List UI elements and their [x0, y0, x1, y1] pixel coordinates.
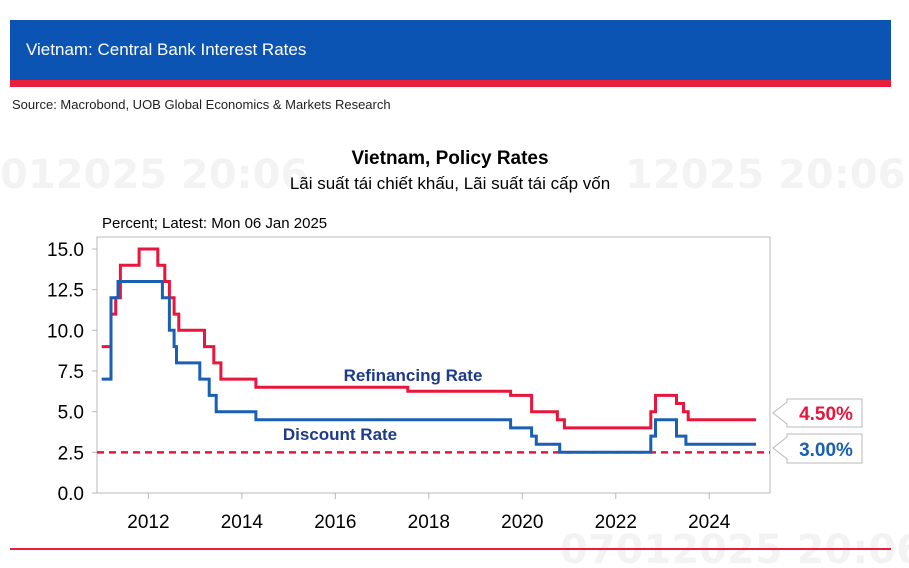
y-tick-label: 0.0	[58, 484, 84, 505]
plot-area-frame	[96, 236, 771, 494]
latest-tag-refinancing	[772, 398, 863, 428]
watermark: 012025 20:06 12025 20:06 07012025 20:06	[0, 152, 909, 568]
watermark-right: 12025 20:06	[625, 152, 905, 198]
x-tick-label: 2018	[408, 512, 450, 533]
watermark-bottom: 07012025 20:06	[560, 527, 909, 568]
x-tick-label: 2022	[595, 512, 637, 533]
x-tick-label: 2020	[501, 512, 543, 533]
chart-subtitle: Lãi suất tái chiết khấu, Lãi suất tái cấ…	[290, 174, 610, 193]
latest-value-refinancing: 4.50%	[772, 398, 863, 428]
page-title: Vietnam: Central Bank Interest Rates	[26, 40, 307, 59]
y-tick-label: 12.5	[47, 281, 84, 302]
y-tick-label: 2.5	[58, 443, 84, 464]
unit-note: Percent; Latest: Mon 06 Jan 2025	[102, 215, 327, 232]
refinancing-rate-label: Refinancing Rate	[344, 366, 483, 385]
header-accent-stripe	[10, 80, 891, 87]
chart-title: Vietnam, Policy Rates	[351, 148, 548, 169]
header-bar: Vietnam: Central Bank Interest Rates	[10, 20, 891, 80]
y-axis: 0.0 2.5 5.0 7.5 10.0 12.5 15.0	[47, 240, 97, 505]
y-tick-label: 5.0	[58, 403, 84, 424]
latest-value-discount: 3.00%	[772, 433, 863, 464]
latest-tag-discount	[772, 433, 863, 464]
refinancing-rate-line	[101, 247, 756, 430]
x-tick-label: 2016	[314, 512, 356, 533]
x-tick-label: 2014	[221, 512, 264, 533]
discount-rate-line	[101, 280, 756, 454]
discount-rate-label: Discount Rate	[283, 425, 397, 444]
watermark-left: 012025 20:06	[0, 152, 308, 198]
y-tick-label: 7.5	[58, 362, 84, 383]
latest-value-refinancing-text: 4.50%	[799, 404, 853, 425]
source-note: Source: Macrobond, UOB Global Economics …	[12, 97, 391, 112]
y-tick-label: 15.0	[47, 240, 84, 261]
footer-rule	[10, 548, 891, 550]
x-tick-label: 2024	[688, 512, 731, 533]
y-tick-label: 10.0	[47, 321, 84, 342]
latest-value-discount-text: 3.00%	[799, 440, 853, 461]
x-tick-label: 2012	[127, 512, 169, 533]
x-axis: 2012 2014 2016 2018 2020 2022 2024	[127, 493, 731, 533]
